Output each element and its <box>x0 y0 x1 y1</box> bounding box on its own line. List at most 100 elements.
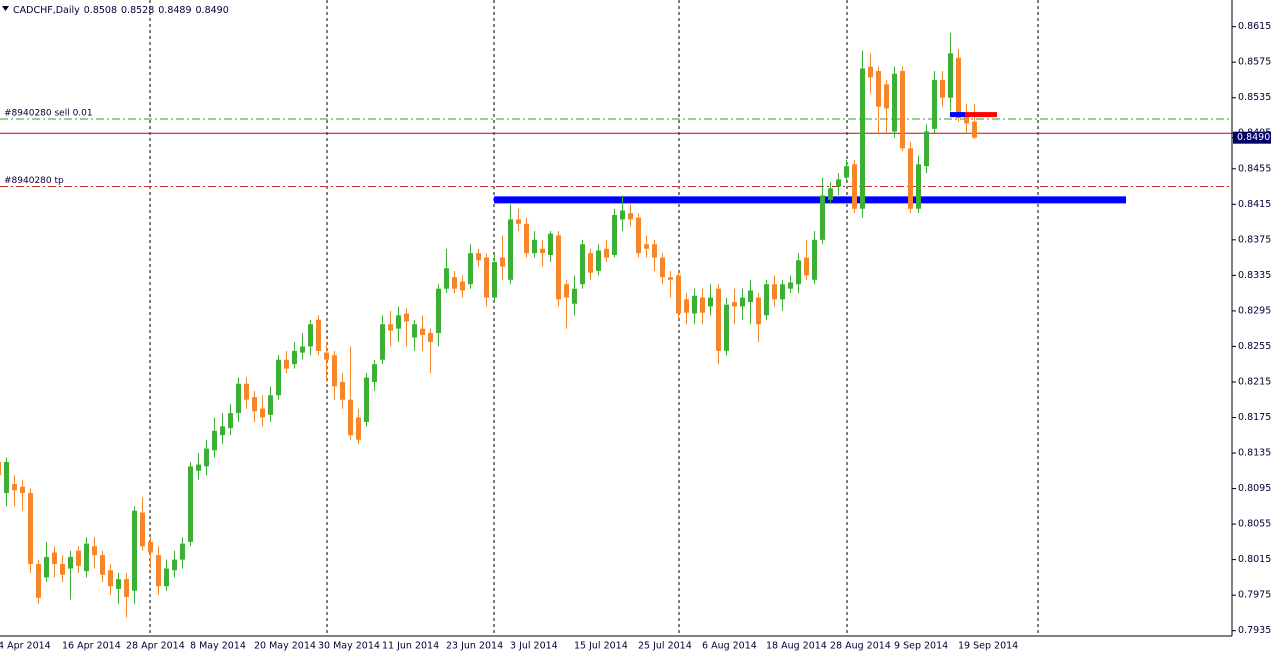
candle-body <box>708 297 713 307</box>
candle-body <box>524 223 529 254</box>
candle-body <box>852 164 857 209</box>
x-tick-label: 4 Apr 2014 <box>0 641 51 652</box>
candle-body <box>612 214 617 255</box>
x-tick-label: 30 May 2014 <box>318 641 380 652</box>
candle-body <box>244 383 249 400</box>
candle-body <box>740 297 745 307</box>
level-label: #8940280 sell 0.01 <box>4 109 93 119</box>
header-open: 0.8508 <box>84 5 117 16</box>
candle-body <box>52 552 57 565</box>
y-tick-label: 0.8055 <box>1238 519 1271 530</box>
candle-body <box>604 248 609 258</box>
candle-body <box>308 324 313 347</box>
candle-body <box>684 299 689 313</box>
y-tick-label: 0.7975 <box>1238 590 1271 601</box>
y-tick-label: 0.8255 <box>1238 341 1271 352</box>
candle-body <box>700 297 705 313</box>
x-tick-label: 11 Jun 2014 <box>382 641 439 652</box>
candle-body <box>68 556 73 569</box>
level-label: #8940280 tp <box>4 176 64 186</box>
header-high: 0.8528 <box>121 5 154 16</box>
x-tick-label: 19 Sep 2014 <box>958 641 1018 652</box>
candle-body <box>732 302 737 307</box>
candle-body <box>468 253 473 285</box>
candle-body <box>764 284 769 316</box>
menu-arrow[interactable] <box>2 6 9 11</box>
candle-body <box>972 121 977 138</box>
candle-body <box>644 244 649 249</box>
candle-body <box>300 346 305 353</box>
candle-body <box>892 73 897 132</box>
chart-header: CADCHF,Daily 0.8508 0.8528 0.8489 0.8490 <box>13 5 229 16</box>
x-tick-label: 16 Apr 2014 <box>62 641 121 652</box>
candle-body <box>492 262 497 298</box>
candle-body <box>828 188 833 200</box>
candle-body <box>76 550 81 566</box>
candle-body <box>868 66 873 78</box>
candle-body <box>316 319 321 351</box>
candle-body <box>844 166 849 178</box>
candle-body <box>4 461 9 493</box>
price-label: 0.8490 <box>1237 132 1270 143</box>
candle-body <box>60 564 65 575</box>
candle-body <box>372 364 377 382</box>
candle-body <box>412 324 417 338</box>
header-close: 0.8490 <box>196 5 229 16</box>
y-tick-label: 0.8015 <box>1238 554 1271 565</box>
candle-body <box>588 253 593 273</box>
y-tick-label: 0.8335 <box>1238 270 1271 281</box>
candle-body <box>428 333 433 342</box>
zone-line <box>494 196 1126 204</box>
candle-body <box>148 541 153 553</box>
candle-body <box>652 244 657 258</box>
candle-body <box>28 492 33 565</box>
candle-body <box>284 359 289 369</box>
candle-body <box>36 564 41 598</box>
candle-body <box>276 359 281 396</box>
candle-body <box>420 328 425 335</box>
candle-body <box>380 324 385 360</box>
candle-body <box>820 195 825 240</box>
candle-body <box>676 275 681 314</box>
candle-body <box>460 281 465 291</box>
x-tick-label: 20 May 2014 <box>254 641 316 652</box>
x-tick-label: 18 Aug 2014 <box>766 641 827 652</box>
candle-body <box>164 568 169 587</box>
candle-body <box>580 244 585 285</box>
candle-body <box>452 277 457 289</box>
candle-body <box>356 417 361 440</box>
y-tick-label: 0.8375 <box>1238 234 1271 245</box>
x-tick-label: 9 Sep 2014 <box>894 641 948 652</box>
candle-body <box>748 290 753 303</box>
candle-body <box>140 512 145 547</box>
y-tick-label: 0.8135 <box>1238 448 1271 459</box>
candle-body <box>572 288 577 304</box>
x-tick-label: 25 Jul 2014 <box>638 641 692 652</box>
candle-body <box>876 71 881 107</box>
candle-body <box>132 510 137 591</box>
candle-body <box>364 377 369 422</box>
x-tick-label: 28 Aug 2014 <box>830 641 891 652</box>
x-tick-label: 23 Jun 2014 <box>446 641 503 652</box>
candle-body <box>0 461 1 476</box>
candle-body <box>12 484 17 491</box>
candle-body <box>332 355 337 387</box>
candle-body <box>532 239 537 254</box>
trade-marker <box>965 112 997 118</box>
x-tick-label: 3 Jul 2014 <box>510 641 558 652</box>
candle-body <box>916 164 921 209</box>
candle-body <box>260 408 265 418</box>
y-tick-label: 0.8615 <box>1238 21 1271 32</box>
candle-body <box>796 260 801 285</box>
plot-area: #8940280 sell 0.01 #8940280 tp <box>0 0 1232 636</box>
candle-body <box>252 397 257 412</box>
candle-body <box>860 68 865 209</box>
candle-body <box>172 559 177 571</box>
candle-body <box>108 570 113 587</box>
candle-body <box>788 282 793 289</box>
candle-body <box>548 233 553 255</box>
candle-body <box>884 84 889 109</box>
chart-title: CADCHF,Daily <box>13 5 80 16</box>
y-tick-label: 0.8175 <box>1238 412 1271 423</box>
candle-body <box>668 277 673 280</box>
